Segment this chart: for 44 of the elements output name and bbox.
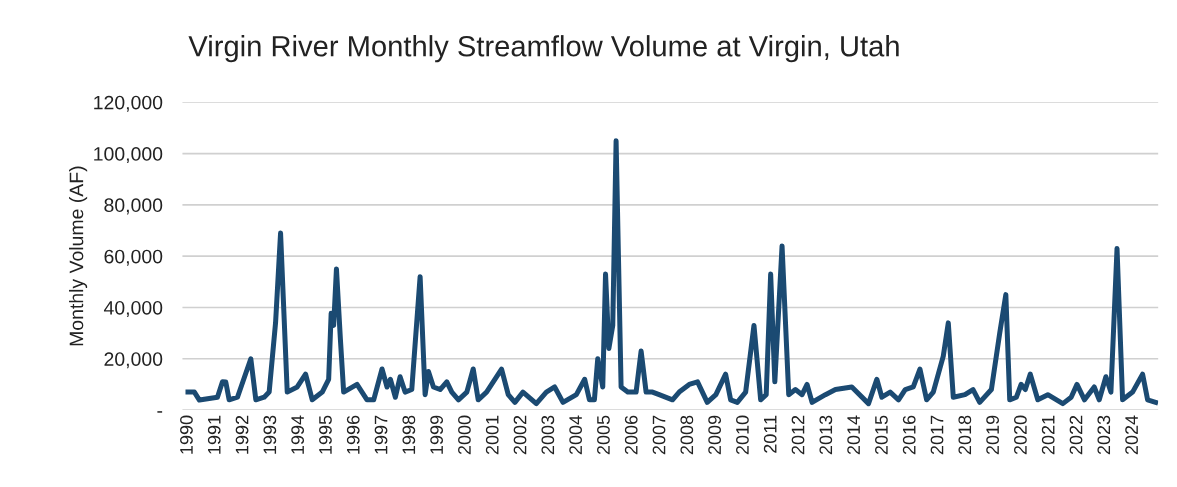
x-tick-label: 2022 (1069, 415, 1083, 455)
y-tick-label: 40,000 (103, 300, 163, 317)
x-tick-label: 1993 (263, 415, 277, 454)
x-tick-label: 1996 (346, 415, 360, 454)
y-tick-label: 80,000 (104, 198, 163, 215)
chart-title: Virgin River Monthly Streamflow Volume at Virgin, Utah (188, 35, 899, 63)
x-tick-label: 1999 (430, 415, 444, 454)
x-tick-label: 2017 (930, 415, 944, 455)
x-tick-label: 2004 (569, 415, 583, 455)
x-tick-label: 1995 (319, 415, 332, 454)
y-tick-label: 20,000 (104, 352, 163, 369)
x-tick-label: 2011 (763, 415, 777, 453)
x-tick-label: 2012 (791, 415, 805, 455)
y-tick-label: - (157, 411, 163, 413)
x-tick-label: 1990 (180, 415, 193, 454)
x-tick-label: 2018 (958, 415, 972, 455)
x-tick-label: 2021 (1041, 415, 1055, 455)
x-tick-label: 2010 (736, 415, 749, 455)
x-tick-label: 2016 (902, 415, 916, 455)
x-tick-label: 1991 (207, 415, 221, 454)
y-tick-label: 100,000 (94, 147, 163, 164)
x-tick-label: 2009 (708, 415, 722, 455)
x-tick-label: 2023 (1097, 415, 1111, 455)
x-tick-label: 2005 (597, 415, 610, 455)
y-tick-label: 120,000 (94, 95, 163, 112)
x-tick-label: 2001 (485, 415, 499, 455)
x-tick-label: 2013 (819, 415, 833, 455)
x-tick-label: 2019 (986, 415, 999, 455)
x-tick-label: 1997 (374, 415, 388, 454)
x-tick-label: 2020 (1014, 415, 1027, 455)
x-tick-label: 2006 (624, 415, 638, 455)
x-tick-label: 2003 (541, 415, 555, 455)
x-tick-label: 2002 (513, 415, 527, 455)
x-tick-label: 2000 (458, 415, 471, 455)
y-axis-title: Monthly Volume (AF) (69, 166, 88, 346)
x-tick-label: 2007 (652, 415, 666, 455)
x-tick-label: 1994 (291, 415, 305, 454)
x-tick-label: 2014 (847, 415, 861, 455)
x-tick-label: 1998 (402, 415, 416, 454)
x-tick-label: 2008 (680, 415, 694, 455)
x-tick-label: 1992 (235, 415, 249, 454)
y-tick-label: 60,000 (104, 249, 163, 266)
x-tick-label: 2024 (1125, 415, 1138, 455)
x-tick-label: 2015 (875, 415, 888, 455)
